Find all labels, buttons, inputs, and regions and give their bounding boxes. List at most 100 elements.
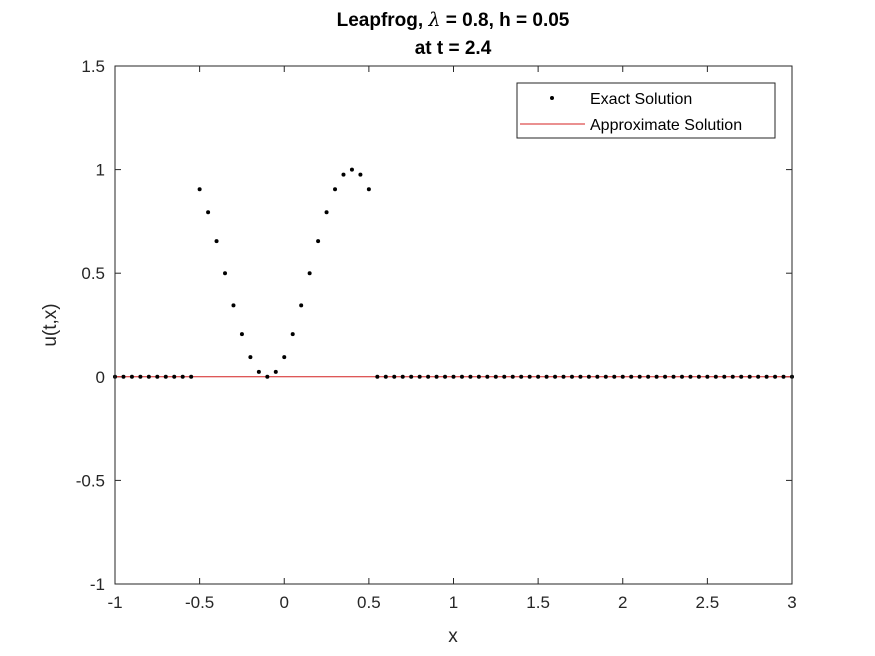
exact-solution-point	[781, 374, 786, 379]
x-tick-label: 1.5	[526, 593, 550, 612]
exact-solution-point	[349, 167, 354, 172]
exact-solution-point	[663, 374, 668, 379]
legend-label-approx: Approximate Solution	[590, 117, 742, 134]
exact-solution-point	[493, 374, 498, 379]
exact-solution-point	[519, 374, 524, 379]
exact-solution-point	[459, 374, 464, 379]
exact-solution-point	[756, 374, 761, 379]
legend-box	[516, 82, 776, 139]
exact-solution-point	[324, 210, 329, 215]
plot-area	[115, 66, 792, 584]
exact-solution-point	[586, 374, 591, 379]
exact-solution-point	[603, 374, 608, 379]
legend: Exact Solution Approximate Solution	[516, 82, 776, 139]
exact-solution-point	[476, 374, 481, 379]
exact-solution-point	[544, 374, 549, 379]
exact-solution-point	[747, 374, 752, 379]
exact-solution-point	[722, 374, 727, 379]
exact-solution-point	[417, 374, 422, 379]
y-tick-label: 1.5	[81, 57, 105, 76]
x-axis-label: x	[448, 626, 458, 647]
exact-solution-point	[595, 374, 600, 379]
exact-solution-point	[121, 374, 126, 379]
exact-solution-point	[138, 374, 143, 379]
exact-solution-point	[527, 374, 532, 379]
exact-solution-point	[730, 374, 735, 379]
exact-solution-point	[705, 374, 710, 379]
exact-solution-point	[764, 374, 769, 379]
exact-solution-point	[375, 374, 380, 379]
exact-solution-point	[129, 374, 134, 379]
exact-solution-point	[629, 374, 634, 379]
exact-solution-point	[189, 374, 194, 379]
exact-solution-point	[612, 374, 617, 379]
exact-solution-point	[180, 374, 185, 379]
exact-solution-point	[620, 374, 625, 379]
exact-solution-point	[434, 374, 439, 379]
exact-solution-point	[485, 374, 490, 379]
y-tick-label: 0.5	[81, 264, 105, 283]
exact-solution-point	[426, 374, 431, 379]
y-tick-label: -1	[90, 575, 105, 594]
exact-solution-point	[146, 374, 151, 379]
exact-solution-point	[282, 355, 287, 360]
exact-solution-point	[569, 374, 574, 379]
exact-solution-point	[333, 187, 338, 192]
exact-solution-point	[637, 374, 642, 379]
exact-solution-point	[155, 374, 160, 379]
x-tick-label: -0.5	[185, 593, 214, 612]
exact-solution-point	[290, 332, 295, 337]
exact-solution-point	[679, 374, 684, 379]
x-tick-label: 2.5	[696, 593, 720, 612]
exact-solution-point	[713, 374, 718, 379]
exact-solution-point	[248, 355, 253, 360]
y-tick-label: 0	[96, 368, 105, 387]
legend-label-exact: Exact Solution	[590, 91, 692, 108]
exact-solution-point	[366, 187, 371, 192]
exact-solution-point	[443, 374, 448, 379]
exact-solution-point	[696, 374, 701, 379]
exact-solution-point	[654, 374, 659, 379]
exact-solution-point	[739, 374, 744, 379]
y-axis-label: u(t,x)	[40, 303, 61, 346]
exact-solution-point	[409, 374, 414, 379]
exact-solution-point	[197, 187, 202, 192]
exact-solution-point	[400, 374, 405, 379]
y-tick-label: 1	[96, 161, 105, 180]
exact-solution-point	[172, 374, 177, 379]
exact-solution-point	[239, 332, 244, 337]
legend-marker-exact	[550, 96, 554, 100]
exact-solution-point	[358, 172, 363, 177]
exact-solution-point	[502, 374, 507, 379]
exact-solution-point	[468, 374, 473, 379]
exact-solution-point	[510, 374, 515, 379]
exact-solution-point	[273, 369, 278, 374]
exact-solution-point	[231, 303, 236, 308]
exact-solution-point	[223, 271, 228, 276]
exact-solution-point	[773, 374, 778, 379]
exact-solution-point	[671, 374, 676, 379]
exact-solution-point	[206, 210, 211, 215]
x-tick-label: 2	[618, 593, 627, 612]
exact-solution-point	[316, 239, 321, 244]
exact-solution-point	[341, 172, 346, 177]
x-tick-label: 1	[449, 593, 458, 612]
exact-solution-point	[214, 239, 219, 244]
exact-solution-point	[578, 374, 583, 379]
y-tick-label: -0.5	[76, 471, 105, 490]
x-tick-label: 0	[280, 593, 289, 612]
exact-solution-point	[451, 374, 456, 379]
exact-solution-point	[256, 369, 261, 374]
exact-solution-point	[536, 374, 541, 379]
exact-solution-point	[646, 374, 651, 379]
exact-solution-point	[392, 374, 397, 379]
exact-solution-point	[307, 271, 312, 276]
exact-solution-point	[265, 374, 270, 379]
exact-solution-point	[383, 374, 388, 379]
axes-box	[114, 65, 793, 585]
exact-solution-point	[163, 374, 168, 379]
chart-title-line2: at t = 2.4	[415, 38, 492, 59]
exact-solution-point	[553, 374, 558, 379]
chart-title-line1: Leapfrog, λ = 0.8, h = 0.05	[337, 9, 570, 31]
